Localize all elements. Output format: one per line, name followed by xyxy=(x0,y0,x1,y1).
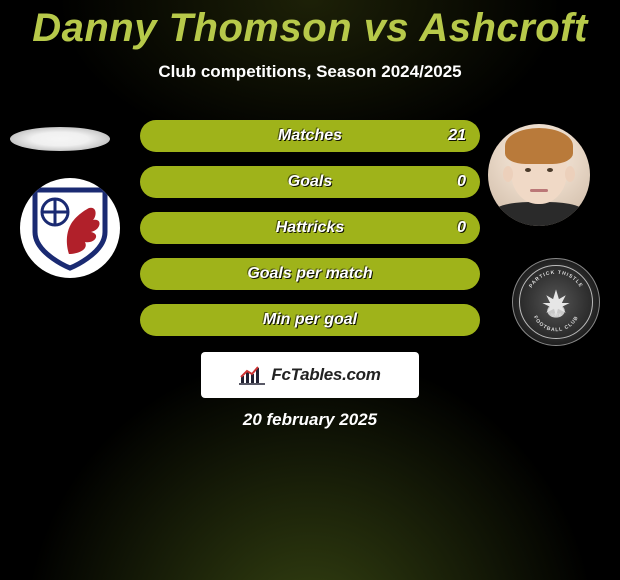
stat-value-right: 0 xyxy=(457,212,466,244)
source-badge: FcTables.com xyxy=(201,352,419,398)
title-vs: vs xyxy=(364,6,410,50)
stat-row-goals-per-match: Goals per match xyxy=(140,258,480,290)
stats-list: Matches 21 Goals 0 Hattricks 0 Goals per… xyxy=(0,120,620,350)
stat-row-min-per-goal: Min per goal xyxy=(140,304,480,336)
stat-label: Hattricks xyxy=(140,212,480,244)
source-text: FcTables.com xyxy=(271,365,380,385)
stat-value-right: 21 xyxy=(448,120,466,152)
subtitle: Club competitions, Season 2024/2025 xyxy=(0,62,620,82)
stat-row-hattricks: Hattricks 0 xyxy=(140,212,480,244)
stat-label: Goals xyxy=(140,166,480,198)
stat-row-goals: Goals 0 xyxy=(140,166,480,198)
stat-label: Goals per match xyxy=(140,258,480,290)
stat-row-matches: Matches 21 xyxy=(140,120,480,152)
title-player-1: Danny Thomson xyxy=(32,6,352,50)
stat-label: Min per goal xyxy=(140,304,480,336)
page-title: Danny Thomson vs Ashcroft xyxy=(0,0,620,48)
stat-value-right: 0 xyxy=(457,166,466,198)
stat-label: Matches xyxy=(140,120,480,152)
bar-chart-icon xyxy=(239,365,265,385)
title-player-2: Ashcroft xyxy=(419,6,587,50)
date-text: 20 february 2025 xyxy=(0,410,620,430)
